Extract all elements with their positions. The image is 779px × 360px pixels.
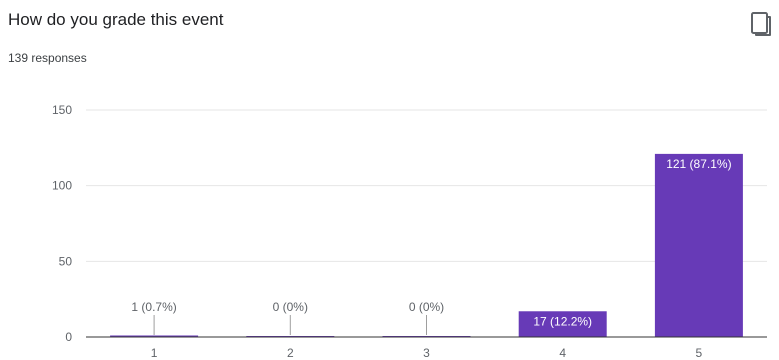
copy-chart-button[interactable]	[748, 10, 774, 38]
bar	[654, 153, 743, 337]
question-title: How do you grade this event	[8, 10, 224, 29]
y-tick-label: 50	[59, 254, 73, 268]
y-tick-label: 100	[52, 179, 72, 193]
x-tick-label: 4	[559, 346, 566, 360]
y-tick-label: 150	[52, 103, 72, 117]
x-tick-label: 3	[423, 346, 430, 360]
x-tick-label: 1	[151, 346, 158, 360]
x-tick-label: 5	[696, 346, 703, 360]
data-label: 1 (0.7%)	[131, 300, 176, 314]
x-tick-label: 2	[287, 346, 294, 360]
data-label: 17 (12.2%)	[533, 314, 592, 328]
bar	[518, 311, 607, 337]
data-label: 0 (0%)	[273, 300, 308, 314]
y-tick-label: 0	[65, 330, 72, 344]
copy-icon	[751, 12, 771, 36]
data-label: 121 (87.1%)	[666, 157, 731, 171]
response-count: 139 responses	[8, 51, 87, 65]
data-label: 0 (0%)	[409, 300, 444, 314]
bar	[110, 335, 199, 337]
